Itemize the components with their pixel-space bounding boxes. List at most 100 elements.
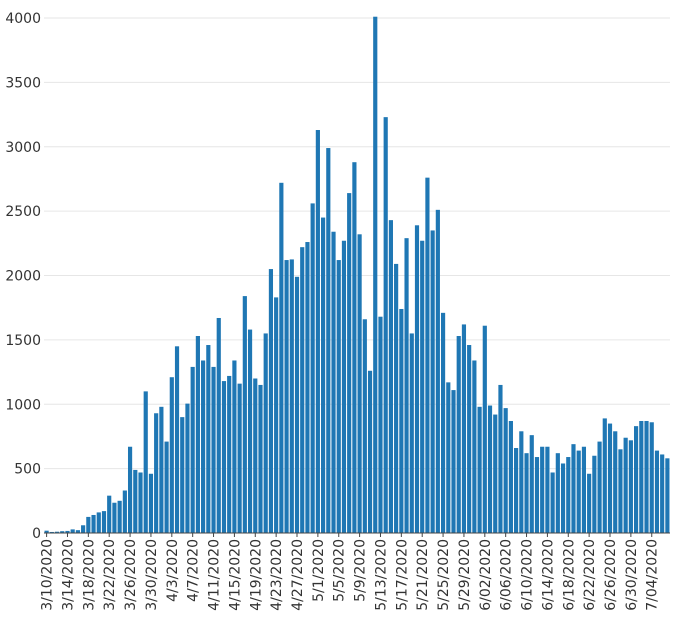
y-tick-label: 3500 — [5, 75, 41, 91]
bar — [49, 531, 54, 533]
bar — [482, 325, 487, 533]
x-tick-label: 5/1/2020 — [311, 539, 327, 602]
bar — [326, 148, 331, 534]
y-tick-label: 3000 — [5, 140, 41, 156]
bar — [394, 263, 399, 533]
bar — [180, 417, 185, 534]
bar — [446, 382, 451, 533]
bar — [404, 238, 409, 533]
bar — [211, 366, 216, 533]
bar — [237, 383, 242, 533]
bar — [649, 422, 654, 533]
bar — [467, 345, 472, 533]
bar — [472, 360, 477, 533]
bar — [44, 530, 49, 533]
bar — [602, 418, 607, 533]
bar — [258, 384, 263, 533]
bar — [174, 346, 180, 533]
x-tick-label: 7/04/2020 — [645, 539, 661, 611]
bar — [310, 203, 315, 533]
bar — [336, 260, 341, 533]
x-tick-label: 4/27/2020 — [290, 539, 306, 611]
bar — [540, 446, 545, 533]
bar — [169, 377, 174, 533]
x-tick-label: 6/18/2020 — [561, 539, 577, 611]
bar — [524, 453, 529, 533]
bar — [607, 423, 613, 533]
bar — [117, 500, 122, 533]
x-tick-label: 6/14/2020 — [540, 539, 556, 611]
bar — [487, 405, 493, 533]
bar — [665, 458, 670, 533]
bar — [133, 469, 138, 533]
bar — [545, 446, 550, 533]
bar — [96, 512, 101, 533]
y-tick-label: 1500 — [5, 333, 41, 349]
bar — [284, 260, 289, 533]
bar — [373, 16, 378, 533]
bar — [65, 530, 70, 533]
bar — [618, 449, 623, 533]
x-tick-label: 5/25/2020 — [436, 539, 452, 611]
bar — [112, 502, 117, 533]
x-tick-label: 4/19/2020 — [248, 539, 264, 611]
bar — [195, 336, 200, 533]
bar — [378, 316, 383, 533]
bar — [274, 297, 279, 533]
bar — [185, 403, 190, 533]
bar — [534, 457, 540, 533]
bar — [477, 406, 482, 533]
bar — [247, 329, 253, 533]
x-tick-label: 3/14/2020 — [60, 539, 76, 611]
bar — [75, 530, 80, 533]
bar — [253, 378, 258, 533]
bar — [362, 319, 367, 533]
bar — [206, 345, 211, 533]
bar — [122, 490, 127, 533]
bar — [148, 473, 154, 533]
bar — [660, 454, 665, 533]
x-tick-label: 5/5/2020 — [332, 539, 348, 602]
bar — [456, 336, 461, 533]
bar — [143, 391, 148, 534]
x-tick-label: 3/10/2020 — [40, 539, 56, 611]
bar — [597, 441, 602, 533]
x-tick-label: 3/22/2020 — [102, 539, 118, 611]
x-tick-label: 4/3/2020 — [165, 539, 181, 602]
bar — [357, 234, 362, 534]
bar — [576, 450, 581, 533]
bar — [70, 529, 75, 533]
bar — [60, 531, 65, 533]
bar — [138, 472, 143, 533]
bar — [341, 240, 347, 534]
y-tick-label: 2000 — [5, 269, 41, 285]
bar — [232, 360, 237, 533]
x-tick-label: 3/26/2020 — [123, 539, 139, 611]
x-tick-label: 3/18/2020 — [81, 539, 97, 611]
x-tick-label: 4/7/2020 — [186, 539, 202, 602]
bar — [190, 366, 195, 533]
bar — [639, 420, 644, 533]
bar — [425, 177, 430, 533]
bar — [268, 269, 274, 533]
bar — [508, 420, 513, 533]
bar — [331, 231, 336, 534]
bar — [498, 384, 503, 533]
y-tick-label: 2500 — [5, 204, 41, 220]
bar — [628, 440, 633, 533]
bar — [461, 324, 467, 533]
bar — [430, 230, 435, 533]
bar — [367, 370, 373, 533]
bar — [623, 437, 628, 533]
bar — [399, 308, 404, 533]
bar — [587, 473, 592, 533]
x-tick-label: 6/02/2020 — [478, 539, 494, 611]
bar — [127, 446, 133, 533]
bar — [613, 431, 618, 533]
bar — [493, 414, 498, 533]
bar — [289, 259, 294, 533]
y-tick-label: 500 — [14, 462, 41, 478]
bar — [514, 448, 519, 533]
y-tick-label: 4000 — [5, 11, 41, 27]
